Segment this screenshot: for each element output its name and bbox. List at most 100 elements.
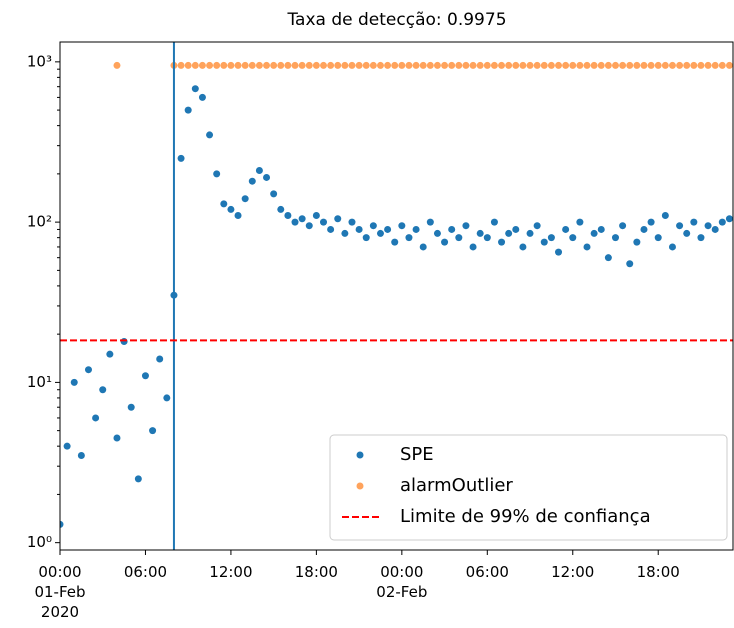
point — [540, 61, 548, 69]
point — [498, 61, 506, 69]
point — [697, 61, 705, 69]
point — [433, 229, 441, 237]
legend-marker — [356, 451, 364, 459]
point — [476, 229, 484, 237]
point — [391, 61, 399, 69]
point — [376, 229, 384, 237]
point — [234, 61, 242, 69]
plot-area — [60, 61, 733, 528]
point — [391, 238, 399, 246]
point — [327, 225, 335, 233]
point — [398, 61, 406, 69]
chart-title: Taxa de detecção: 0.9975 — [286, 10, 506, 30]
point — [725, 215, 733, 223]
point — [334, 215, 342, 223]
y-tick-label: 10⁰ — [27, 533, 52, 551]
point — [469, 243, 477, 251]
point — [412, 225, 420, 233]
point — [127, 403, 135, 411]
point — [60, 520, 64, 528]
point — [63, 442, 71, 450]
point — [619, 222, 627, 230]
point — [576, 218, 584, 226]
point — [483, 234, 491, 242]
point — [263, 173, 271, 181]
point — [562, 225, 570, 233]
point — [248, 177, 256, 185]
x-tick-label: 00:00 02-Feb — [376, 563, 428, 601]
point — [163, 394, 171, 402]
legend-label: Limite de 99% de confiança — [400, 506, 651, 527]
point — [661, 211, 669, 219]
point — [362, 234, 370, 242]
point — [191, 61, 199, 69]
point — [633, 61, 641, 69]
point — [234, 211, 242, 219]
point — [448, 61, 456, 69]
point — [690, 218, 698, 226]
point — [519, 61, 527, 69]
point — [291, 61, 299, 69]
point — [626, 260, 634, 268]
point — [312, 211, 320, 219]
point — [540, 238, 548, 246]
point — [220, 61, 228, 69]
point — [384, 61, 392, 69]
point — [184, 106, 192, 114]
point — [298, 61, 306, 69]
point — [604, 254, 612, 262]
point — [547, 234, 555, 242]
point — [227, 205, 235, 213]
point — [284, 211, 292, 219]
point — [426, 218, 434, 226]
point — [604, 61, 612, 69]
point — [305, 222, 313, 230]
point — [661, 61, 669, 69]
point — [284, 61, 292, 69]
point — [611, 61, 619, 69]
point — [412, 61, 420, 69]
point — [676, 61, 684, 69]
point — [270, 190, 278, 198]
point — [341, 229, 349, 237]
point — [405, 234, 413, 242]
point — [476, 61, 484, 69]
point — [448, 225, 456, 233]
point — [270, 61, 278, 69]
point — [384, 225, 392, 233]
point — [718, 61, 726, 69]
point — [697, 234, 705, 242]
point — [213, 170, 221, 178]
point — [348, 61, 356, 69]
point — [248, 61, 256, 69]
point — [654, 234, 662, 242]
point — [277, 61, 285, 69]
point — [725, 61, 733, 69]
x-tick-label: 12:00 — [551, 563, 595, 581]
point — [241, 195, 249, 203]
point — [355, 225, 363, 233]
point — [206, 61, 214, 69]
point — [668, 243, 676, 251]
point — [419, 243, 427, 251]
point — [619, 61, 627, 69]
point — [70, 378, 78, 386]
x-tick-label: 12:00 — [209, 563, 253, 581]
point — [590, 229, 598, 237]
point — [576, 61, 584, 69]
point — [711, 225, 719, 233]
x-tick-label: 00:00 01-Feb 2020 — [34, 563, 86, 621]
point — [177, 154, 185, 162]
point — [241, 61, 249, 69]
point — [120, 337, 128, 345]
point — [298, 215, 306, 223]
point — [569, 234, 577, 242]
point — [184, 61, 192, 69]
point — [426, 61, 434, 69]
point — [320, 61, 328, 69]
point — [156, 355, 164, 363]
point — [376, 61, 384, 69]
point — [198, 93, 206, 101]
point — [263, 61, 271, 69]
